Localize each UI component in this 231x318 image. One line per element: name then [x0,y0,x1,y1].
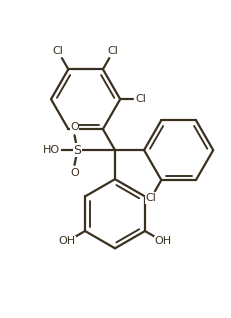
Text: Cl: Cl [107,46,118,56]
Text: OH: OH [58,236,75,246]
Text: Cl: Cl [145,193,156,203]
Text: Cl: Cl [52,46,63,56]
Text: Cl: Cl [135,94,146,104]
Text: S: S [73,144,81,156]
Text: O: O [70,168,79,178]
Text: O: O [70,122,79,132]
Text: OH: OH [154,236,171,246]
Text: HO: HO [43,145,60,155]
